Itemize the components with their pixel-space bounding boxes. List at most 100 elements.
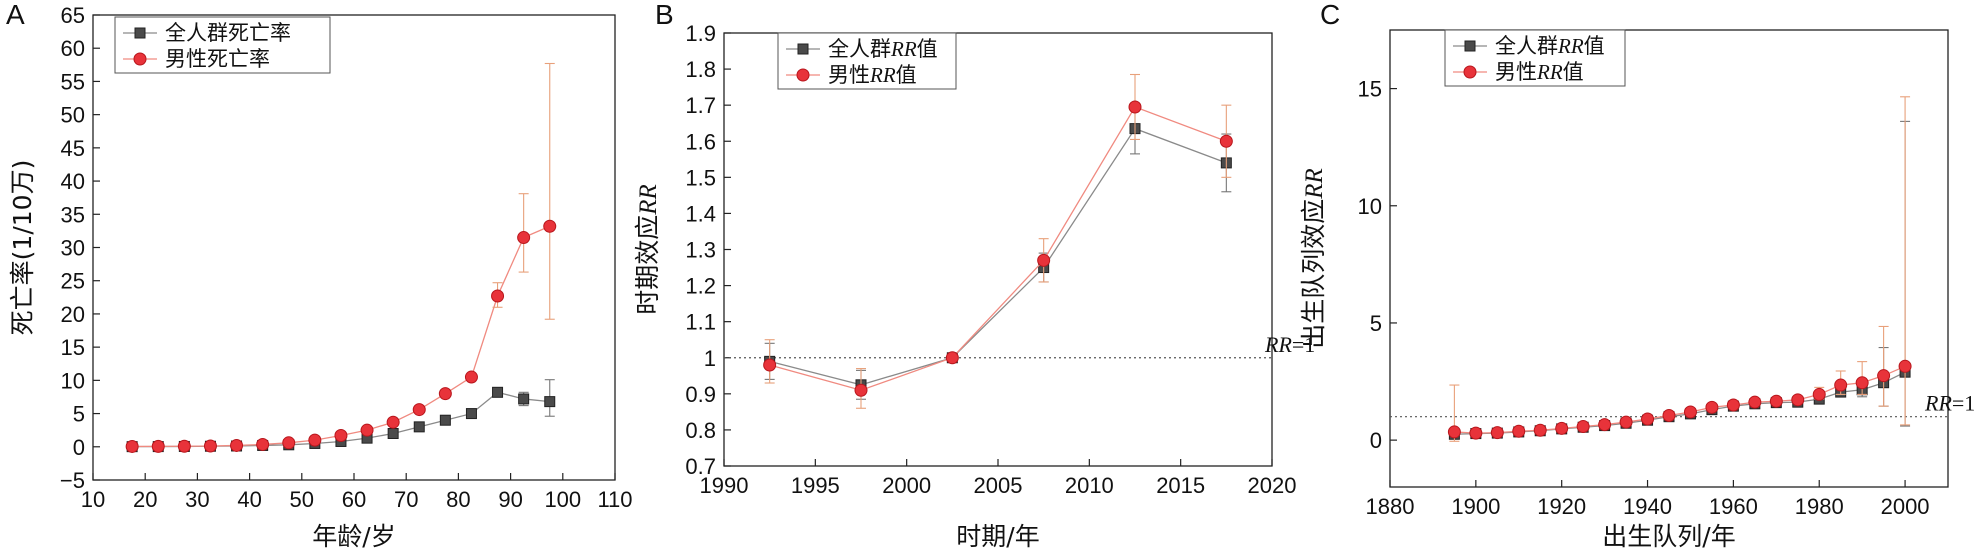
y-tick-label: 1.5 (685, 165, 716, 190)
data-point (308, 433, 322, 447)
x-tick-label: 2000 (1881, 494, 1930, 519)
y-tick-label: 1 (704, 346, 716, 371)
data-point (1791, 393, 1805, 407)
y-tick-label: 0 (73, 435, 85, 460)
data-point (386, 415, 400, 429)
data-point (492, 386, 504, 398)
data-point (1128, 100, 1142, 114)
data-point (1748, 395, 1762, 409)
data-point (1576, 420, 1590, 434)
x-tick-label: 1880 (1366, 494, 1415, 519)
y-tick-label: 1.1 (685, 310, 716, 335)
x-axis-label: 时期/年 (956, 522, 1039, 551)
x-tick-label: 2000 (882, 473, 931, 498)
series-line (769, 127, 1227, 386)
x-tick-label: 1990 (700, 473, 749, 498)
x-tick-label: 50 (290, 487, 314, 512)
data-point (1447, 425, 1461, 439)
data-point (1555, 421, 1569, 435)
x-axis-label: 年龄/岁 (312, 522, 395, 551)
x-tick-label: 10 (81, 487, 105, 512)
y-axis-label: 时期效应RR (633, 184, 662, 315)
data-point (256, 437, 270, 451)
panel-letter-b: B (655, 0, 674, 30)
plot-frame (723, 32, 1273, 467)
legend-label: 男性死亡率 (165, 47, 270, 71)
x-tick-label: 80 (446, 487, 470, 512)
data-point (1641, 412, 1655, 426)
panel-b: B 1990 1995 2000 2005 2010 2015 2020 0.7 0.8 0.9 1… (633, 0, 1315, 551)
data-point (1219, 134, 1233, 148)
y-tick-label: 1.7 (685, 93, 716, 118)
data-point (517, 231, 531, 245)
y-tick-label: 1.2 (685, 274, 716, 299)
data-point (1619, 415, 1633, 429)
x-tick-label: 90 (498, 487, 522, 512)
x-tick-label: 2005 (974, 473, 1023, 498)
y-tick-label: 1.3 (685, 238, 716, 263)
data-point (1898, 359, 1912, 373)
y-tick-label: 1.8 (685, 57, 716, 82)
y-tick-label: 0.7 (685, 454, 716, 479)
legend-marker (796, 68, 810, 82)
data-point (1533, 423, 1547, 437)
plot-frame (92, 14, 616, 481)
reference-label: RR=1 (1264, 332, 1315, 357)
data-point (945, 351, 959, 365)
data-point (412, 403, 426, 417)
y-tick-label: 5 (1370, 311, 1382, 336)
y-tick-label: 55 (61, 69, 85, 94)
x-tick-label: 1920 (1537, 494, 1586, 519)
data-point (1512, 424, 1526, 438)
y-tick-label: 0.8 (685, 418, 716, 443)
legend-marker (1464, 40, 1476, 52)
panel-letter-c: C (1320, 0, 1340, 30)
x-tick-label: 110 (597, 487, 632, 512)
data-point (543, 219, 557, 233)
legend-label: 男性RR值 (1495, 60, 1584, 84)
data-point (360, 423, 374, 437)
panel-letter-a: A (6, 0, 25, 30)
legend-box (114, 16, 331, 74)
data-point (203, 439, 217, 453)
data-point (491, 289, 505, 303)
legend-marker (133, 52, 147, 66)
data-point (1877, 369, 1891, 383)
y-axis-label: 死亡率(1/10万) (8, 160, 37, 336)
y-tick-label: 0 (1370, 428, 1382, 453)
data-point (1469, 426, 1483, 440)
data-point (282, 436, 296, 450)
x-tick-label: 2015 (1156, 473, 1205, 498)
x-tick-label: 1960 (1709, 494, 1758, 519)
data-point (1726, 398, 1740, 412)
data-point (1855, 376, 1869, 390)
data-point (1598, 418, 1612, 432)
data-point (151, 439, 165, 453)
y-tick-label: 45 (61, 136, 85, 161)
y-axis-label: 出生队列效应RR (1299, 168, 1328, 349)
legend-label: 全人群RR值 (828, 37, 938, 61)
x-axis-label: 出生队列/年 (1602, 522, 1735, 551)
data-point (387, 428, 399, 439)
series-line (1454, 365, 1906, 434)
data-point (1683, 405, 1697, 419)
data-point (125, 439, 139, 453)
y-tick-label: 1.6 (685, 129, 716, 154)
data-point (177, 439, 191, 453)
reference-label: RR=1 (1924, 391, 1975, 416)
data-point (1834, 378, 1848, 392)
series-line (769, 106, 1227, 391)
x-tick-label: 1995 (791, 473, 840, 498)
y-tick-label: 15 (1358, 77, 1382, 102)
data-point (413, 421, 425, 433)
legend-label: 全人群死亡率 (165, 21, 291, 45)
data-point (438, 387, 452, 401)
data-point (1490, 426, 1504, 440)
data-point (465, 408, 477, 420)
series-line (132, 225, 551, 448)
y-tick-label: 10 (1358, 194, 1382, 219)
